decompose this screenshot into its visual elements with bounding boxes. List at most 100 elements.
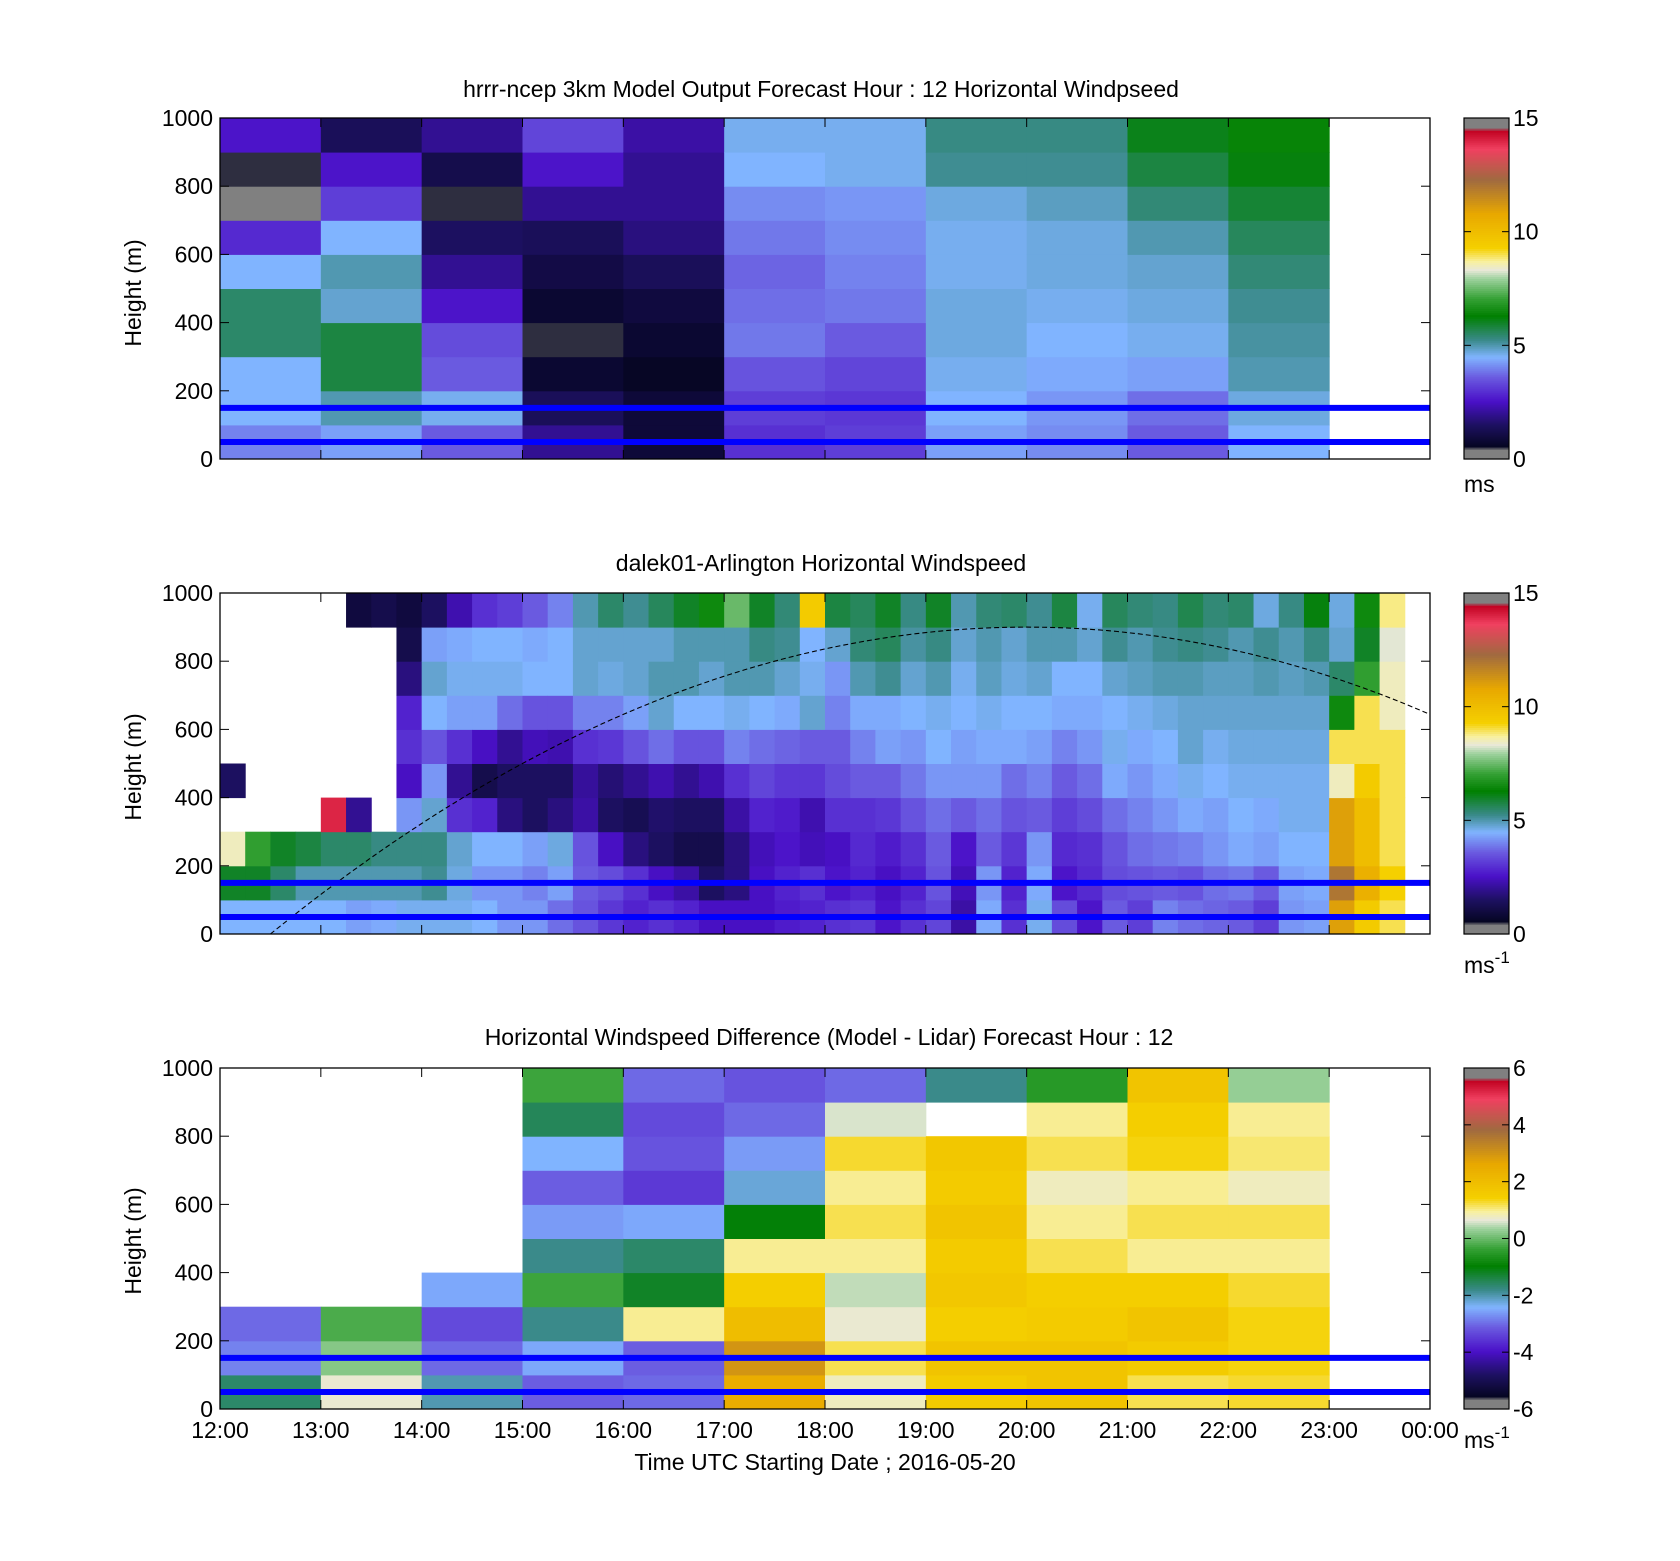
- heatmap-cell: [1127, 152, 1229, 187]
- colorbar-segment: [1464, 186, 1509, 189]
- heatmap-cell: [724, 763, 750, 799]
- heatmap-cell: [825, 1272, 927, 1308]
- heatmap-cell: [497, 593, 523, 628]
- heatmap-cell: [1228, 186, 1330, 221]
- colorbar-segment: [1464, 901, 1509, 905]
- colorbar-segment: [1464, 895, 1509, 899]
- heatmap-cell: [673, 627, 700, 662]
- heatmap-cell: [1177, 831, 1204, 867]
- x-tick-label: 21:00: [1099, 1417, 1157, 1443]
- colorbar-segment: [1464, 713, 1509, 716]
- heatmap-cell: [698, 831, 725, 867]
- heatmap-cell: [1152, 831, 1179, 867]
- colorbar-segment: [1464, 1222, 1509, 1226]
- colorbar-segment: [1464, 777, 1509, 781]
- heatmap-cell: [648, 695, 675, 730]
- colorbar-segment: [1464, 631, 1509, 634]
- colorbar-segment: [1464, 1366, 1509, 1370]
- colorbar-segment: [1464, 817, 1509, 821]
- heatmap-cell: [1303, 627, 1330, 662]
- colorbar-tick-label: 5: [1513, 807, 1526, 833]
- heatmap-cell: [522, 1238, 624, 1274]
- colorbar-segment: [1464, 1308, 1509, 1312]
- heatmap-cell: [1051, 831, 1078, 867]
- heatmap-cell: [850, 797, 876, 833]
- colorbar-segment: [1464, 1228, 1509, 1232]
- colorbar-segment: [1464, 835, 1509, 839]
- y-tick-label: 600: [175, 716, 213, 742]
- colorbar-segment: [1464, 1110, 1509, 1113]
- heatmap-cell: [1051, 729, 1078, 764]
- colorbar-segment: [1464, 374, 1509, 378]
- heatmap-cell: [1127, 220, 1229, 255]
- heatmap-cell: [648, 797, 675, 833]
- colorbar-segment: [1464, 344, 1509, 348]
- colorbar-segment: [1464, 404, 1509, 408]
- heatmap-cell: [1127, 661, 1154, 696]
- colorbar-segment: [1464, 166, 1509, 169]
- heatmap-cell: [774, 763, 801, 799]
- heatmap-cell: [925, 118, 1028, 153]
- heatmap-cell: [1329, 729, 1355, 764]
- colorbar-segment: [1464, 1332, 1509, 1336]
- heatmap-cell: [572, 831, 599, 867]
- colorbar-segment: [1464, 348, 1509, 352]
- heatmap-cell: [320, 797, 347, 833]
- colorbar-segment: [1464, 893, 1509, 897]
- heatmap-cell: [623, 1306, 725, 1342]
- colorbar-segment: [1464, 260, 1509, 264]
- colorbar-tick-label: 6: [1513, 1055, 1526, 1081]
- heatmap-cell: [1379, 763, 1406, 799]
- heatmap-cell: [1026, 1204, 1128, 1239]
- colorbar-segment: [1464, 1136, 1509, 1139]
- heatmap-cell: [1278, 797, 1305, 833]
- colorbar-segment: [1464, 643, 1509, 646]
- heatmap-cell: [1354, 797, 1381, 833]
- colorbar-segment: [1464, 683, 1509, 686]
- colorbar-segment: [1464, 799, 1509, 803]
- heatmap-cell: [1026, 1306, 1128, 1342]
- colorbar-segment: [1464, 164, 1509, 167]
- colorbar-segment: [1464, 1242, 1509, 1246]
- heatmap-cell: [825, 763, 851, 799]
- heatmap-cell: [396, 627, 423, 662]
- colorbar-segment: [1464, 669, 1509, 672]
- colorbar-segment: [1464, 659, 1509, 662]
- heatmap-cell: [749, 627, 776, 662]
- heatmap-cell: [749, 831, 776, 867]
- heatmap-cell: [320, 254, 423, 289]
- colorbar-segment: [1464, 703, 1509, 706]
- colorbar-segment: [1464, 1382, 1509, 1386]
- heatmap-cell: [1051, 763, 1078, 799]
- colorbar-segment: [1464, 853, 1509, 857]
- heatmap-cell: [1379, 661, 1406, 696]
- heatmap-cell: [799, 729, 826, 764]
- x-axis: [219, 593, 1431, 934]
- heatmap-cell: [1127, 1170, 1229, 1205]
- heatmap-cell: [1329, 695, 1355, 730]
- colorbar-segment: [1464, 785, 1509, 789]
- colorbar-segment: [1464, 883, 1509, 887]
- colorbar-segment: [1464, 226, 1509, 229]
- heatmap-cell: [1203, 797, 1229, 833]
- colorbar-segment: [1464, 406, 1509, 410]
- colorbar-segment: [1464, 326, 1509, 330]
- heatmap-cell: [547, 831, 574, 867]
- heatmap-cell: [724, 661, 750, 696]
- heatmap-cell: [346, 831, 372, 867]
- colorbar-segment: [1464, 362, 1509, 366]
- heatmap-cell: [1354, 763, 1381, 799]
- heatmap-cell: [421, 831, 448, 867]
- heatmap-cell: [522, 1170, 624, 1205]
- heatmap-cell: [547, 729, 574, 764]
- heatmap-cell: [1354, 661, 1381, 696]
- colorbar-segment: [1464, 915, 1509, 919]
- colorbar-segment: [1464, 218, 1509, 221]
- heatmap-cell: [1026, 152, 1128, 187]
- y-axis: 0 200 400 600 800 1000: [162, 1055, 1430, 1422]
- colorbar-segment: [1464, 434, 1509, 438]
- heatmap-cell: [698, 695, 725, 730]
- heatmap-cell: [1329, 831, 1355, 867]
- heatmap-cell: [925, 661, 952, 696]
- colorbar-segment: [1464, 138, 1509, 141]
